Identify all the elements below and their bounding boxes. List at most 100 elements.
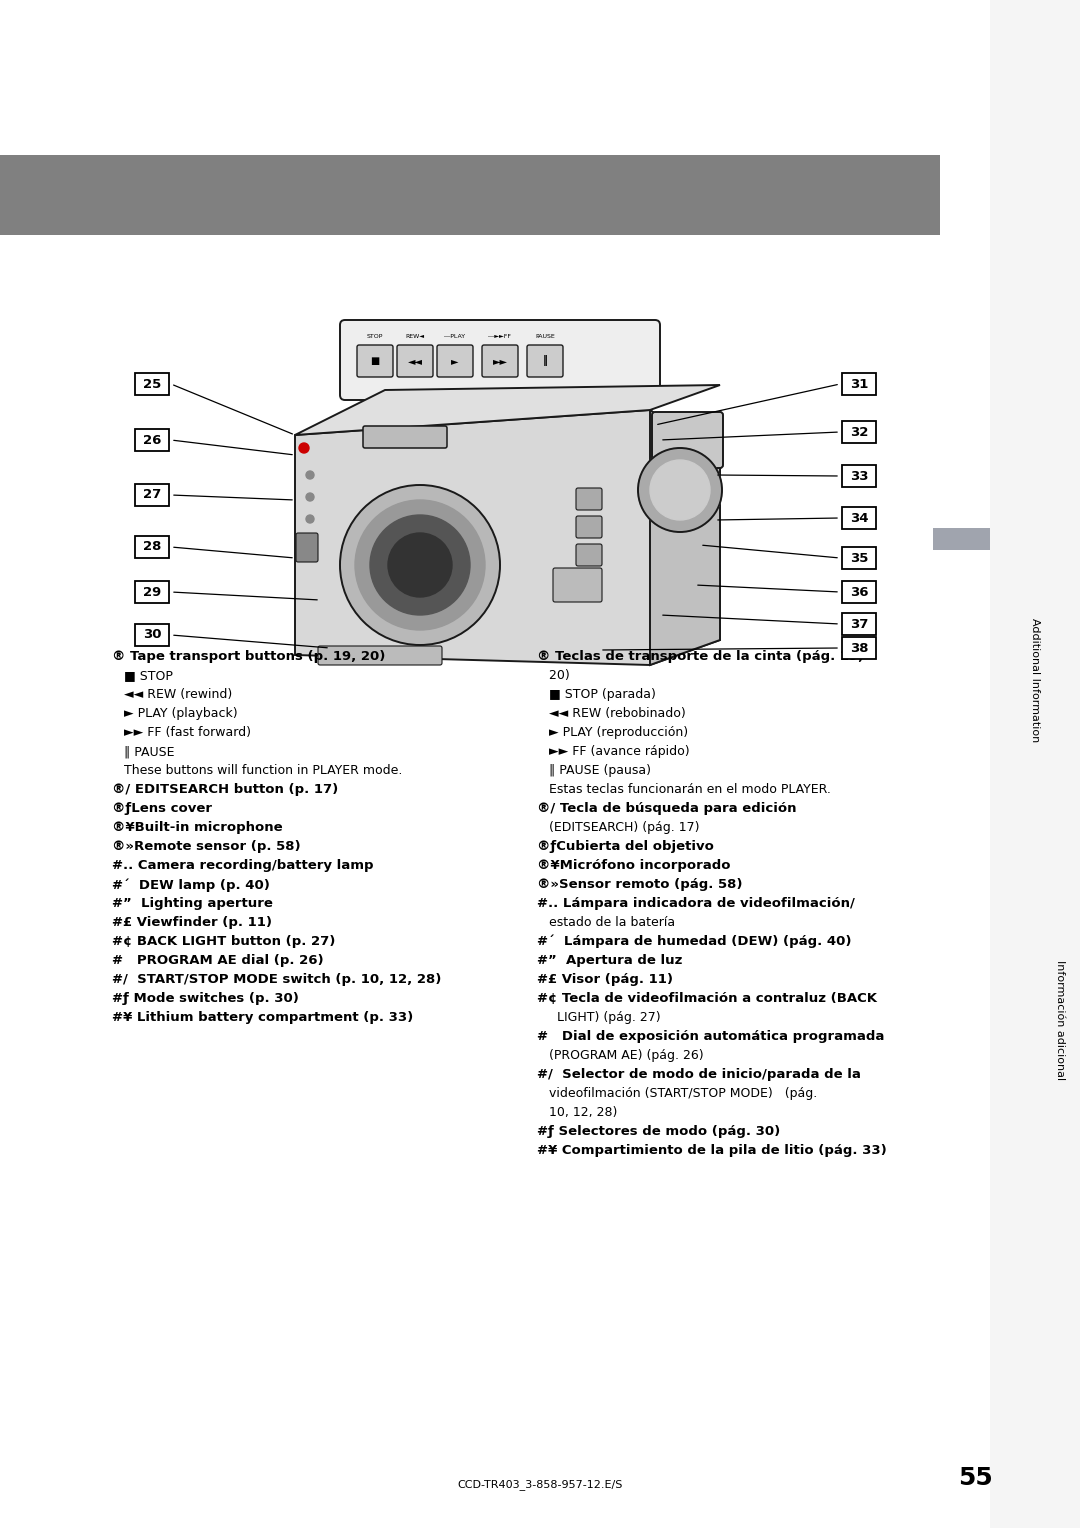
Text: ►►: ►►: [492, 356, 508, 367]
Text: estado de la batería: estado de la batería: [537, 915, 675, 929]
Text: ®¥Built-in microphone: ®¥Built-in microphone: [112, 821, 283, 834]
Text: videofilmación (START/STOP MODE)   (pág.: videofilmación (START/STOP MODE) (pág.: [537, 1086, 818, 1100]
Text: 33: 33: [850, 469, 868, 483]
FancyBboxPatch shape: [318, 646, 442, 665]
Text: ‖: ‖: [542, 356, 548, 367]
Text: 38: 38: [850, 642, 868, 654]
Text: 34: 34: [850, 512, 868, 524]
FancyBboxPatch shape: [527, 345, 563, 377]
Polygon shape: [295, 410, 720, 665]
Text: ►► FF (avance rápido): ►► FF (avance rápido): [537, 746, 690, 758]
Text: ―►►FF: ―►►FF: [488, 335, 512, 339]
Text: #¢ Tecla de videofilmación a contraluz (BACK: #¢ Tecla de videofilmación a contraluz (…: [537, 992, 877, 1005]
Text: ®»Remote sensor (p. 58): ®»Remote sensor (p. 58): [112, 840, 300, 853]
Circle shape: [638, 448, 723, 532]
Text: #¥ Compartimiento de la pila de litio (pág. 33): #¥ Compartimiento de la pila de litio (p…: [537, 1144, 887, 1157]
Circle shape: [306, 494, 314, 501]
FancyBboxPatch shape: [135, 484, 168, 506]
Text: #£ Visor (pág. 11): #£ Visor (pág. 11): [537, 973, 673, 986]
Text: ®ƒLens cover: ®ƒLens cover: [112, 802, 212, 814]
Text: 32: 32: [850, 425, 868, 439]
FancyBboxPatch shape: [437, 345, 473, 377]
FancyBboxPatch shape: [482, 345, 518, 377]
FancyBboxPatch shape: [842, 637, 876, 659]
FancyBboxPatch shape: [357, 345, 393, 377]
Text: #”  Lighting aperture: #” Lighting aperture: [112, 897, 273, 911]
FancyBboxPatch shape: [842, 547, 876, 568]
FancyBboxPatch shape: [842, 581, 876, 604]
Text: ®¥Micrófono incorporado: ®¥Micrófono incorporado: [537, 859, 730, 872]
Text: ■ STOP: ■ STOP: [112, 669, 173, 681]
Text: 27: 27: [143, 489, 161, 501]
Text: ◄◄ REW (rewind): ◄◄ REW (rewind): [112, 688, 232, 701]
Circle shape: [388, 533, 453, 597]
Circle shape: [340, 484, 500, 645]
FancyBboxPatch shape: [340, 319, 660, 400]
Text: ®»Sensor remoto (pág. 58): ®»Sensor remoto (pág. 58): [537, 879, 743, 891]
Text: ◄◄ REW (rebobinado): ◄◄ REW (rebobinado): [537, 707, 686, 720]
FancyBboxPatch shape: [842, 373, 876, 396]
FancyBboxPatch shape: [397, 345, 433, 377]
Circle shape: [306, 471, 314, 478]
Text: ► PLAY (reproducción): ► PLAY (reproducción): [537, 726, 688, 740]
FancyBboxPatch shape: [842, 507, 876, 529]
Text: Additional Information: Additional Information: [1030, 617, 1040, 743]
Text: #¥ Lithium battery compartment (p. 33): #¥ Lithium battery compartment (p. 33): [112, 1012, 414, 1024]
Text: 10, 12, 28): 10, 12, 28): [537, 1106, 618, 1118]
Circle shape: [306, 536, 314, 545]
Text: 55: 55: [958, 1465, 993, 1490]
Text: 26: 26: [143, 434, 161, 446]
Text: #.. Lámpara indicadora de videofilmación/: #.. Lámpara indicadora de videofilmación…: [537, 897, 855, 911]
Text: PAUSE: PAUSE: [535, 335, 555, 339]
Text: #.. Camera recording/battery lamp: #.. Camera recording/battery lamp: [112, 859, 374, 872]
FancyBboxPatch shape: [135, 373, 168, 396]
Text: 25: 25: [143, 377, 161, 391]
Text: #”  Apertura de luz: #” Apertura de luz: [537, 953, 683, 967]
FancyBboxPatch shape: [842, 613, 876, 636]
FancyBboxPatch shape: [296, 533, 318, 562]
Text: CCD-TR403_3-858-957-12.E/S: CCD-TR403_3-858-957-12.E/S: [457, 1479, 623, 1490]
Circle shape: [299, 443, 309, 452]
Text: ® Tape transport buttons (p. 19, 20): ® Tape transport buttons (p. 19, 20): [112, 649, 386, 663]
Text: #´  DEW lamp (p. 40): #´ DEW lamp (p. 40): [112, 879, 270, 891]
Text: #£ Viewfinder (p. 11): #£ Viewfinder (p. 11): [112, 915, 272, 929]
Text: 30: 30: [143, 628, 161, 642]
Text: (EDITSEARCH) (pág. 17): (EDITSEARCH) (pág. 17): [537, 821, 700, 834]
Text: ®ƒCubierta del objetivo: ®ƒCubierta del objetivo: [537, 840, 714, 853]
Text: ► PLAY (playback): ► PLAY (playback): [112, 707, 238, 720]
Text: ®/ Tecla de búsqueda para edición: ®/ Tecla de búsqueda para edición: [537, 802, 797, 814]
Text: Estas teclas funcionarán en el modo PLAYER.: Estas teclas funcionarán en el modo PLAY…: [537, 782, 831, 796]
Text: 20): 20): [537, 669, 570, 681]
Text: LIGHT) (pág. 27): LIGHT) (pág. 27): [537, 1012, 661, 1024]
FancyBboxPatch shape: [576, 544, 602, 565]
Circle shape: [370, 515, 470, 614]
Text: ‖ PAUSE (pausa): ‖ PAUSE (pausa): [537, 764, 651, 778]
Text: 35: 35: [850, 552, 868, 564]
Text: #   PROGRAM AE dial (p. 26): # PROGRAM AE dial (p. 26): [112, 953, 324, 967]
FancyBboxPatch shape: [842, 465, 876, 487]
Text: #ƒ Selectores de modo (pág. 30): #ƒ Selectores de modo (pág. 30): [537, 1125, 780, 1138]
Bar: [0, 154, 940, 235]
Bar: [933, 529, 990, 550]
Text: These buttons will function in PLAYER mode.: These buttons will function in PLAYER mo…: [112, 764, 403, 778]
FancyBboxPatch shape: [135, 581, 168, 604]
FancyBboxPatch shape: [842, 422, 876, 443]
Text: STOP: STOP: [367, 335, 383, 339]
FancyBboxPatch shape: [135, 623, 168, 646]
Polygon shape: [650, 410, 720, 665]
Text: (PROGRAM AE) (pág. 26): (PROGRAM AE) (pág. 26): [537, 1050, 704, 1062]
Polygon shape: [295, 385, 720, 435]
Text: ■: ■: [370, 356, 380, 367]
FancyBboxPatch shape: [135, 536, 168, 558]
Text: #¢ BACK LIGHT button (p. 27): #¢ BACK LIGHT button (p. 27): [112, 935, 336, 947]
Text: ―PLAY: ―PLAY: [445, 335, 465, 339]
Circle shape: [306, 515, 314, 523]
Text: ►► FF (fast forward): ►► FF (fast forward): [112, 726, 251, 740]
Circle shape: [650, 460, 710, 520]
Text: ◄◄: ◄◄: [407, 356, 422, 367]
Text: ® Teclas de transporte de la cinta (pág. 19,: ® Teclas de transporte de la cinta (pág.…: [537, 649, 863, 663]
Text: ®/ EDITSEARCH button (p. 17): ®/ EDITSEARCH button (p. 17): [112, 782, 338, 796]
Circle shape: [355, 500, 485, 630]
Text: #/  Selector de modo de inicio/parada de la: #/ Selector de modo de inicio/parada de …: [537, 1068, 861, 1080]
Text: ■ STOP (parada): ■ STOP (parada): [537, 688, 656, 701]
